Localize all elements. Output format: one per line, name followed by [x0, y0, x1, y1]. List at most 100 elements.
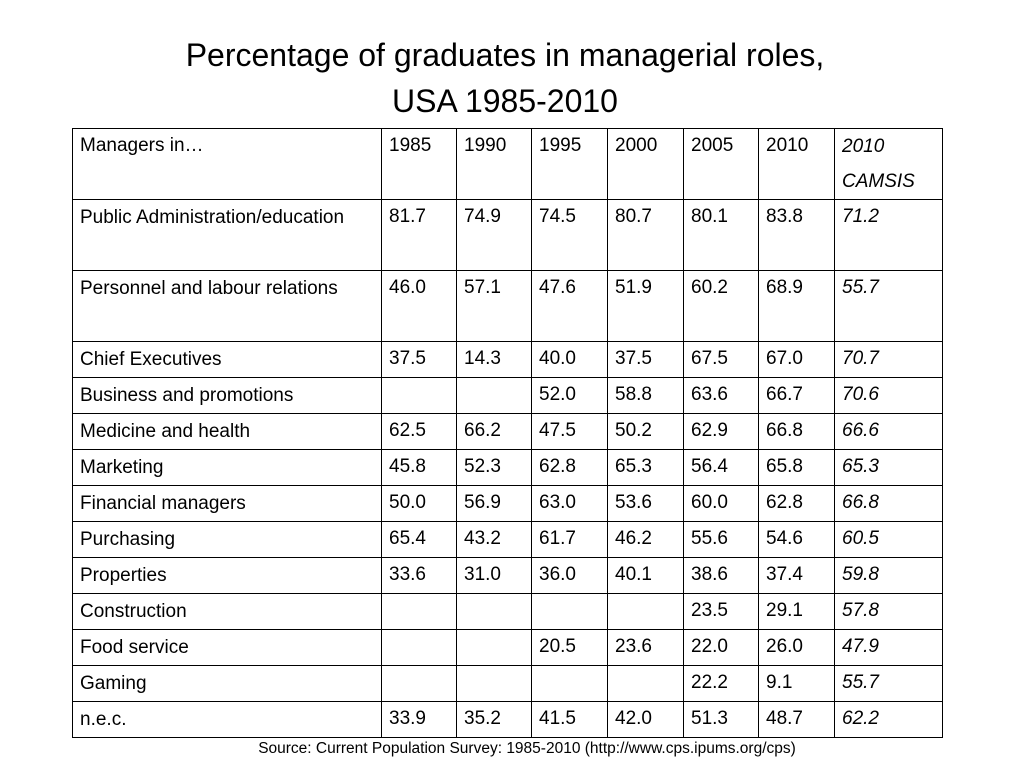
slide-title: Percentage of graduates in managerial ro…	[0, 32, 1010, 124]
camsis-value-cell: 55.7	[834, 665, 943, 702]
value-cell	[607, 665, 684, 702]
value-cell: 51.3	[683, 701, 759, 738]
table-body: Managers in… 1985 1990 1995 2000 2005 20…	[72, 128, 943, 738]
value-cell: 63.6	[683, 377, 759, 414]
value-cell: 9.1	[758, 665, 835, 702]
camsis-value-cell: 47.9	[834, 629, 943, 666]
value-cell	[381, 665, 457, 702]
managers-table: Managers in… 1985 1990 1995 2000 2005 20…	[72, 128, 943, 738]
value-cell: 37.5	[607, 341, 684, 378]
value-cell: 66.8	[758, 413, 835, 450]
value-cell	[381, 377, 457, 414]
table-row: Purchasing 65.4 43.2 61.7 46.2 55.6 54.6 60.5	[72, 521, 943, 558]
value-cell: 47.5	[531, 413, 608, 450]
table-row: Medicine and health 62.5 66.2 47.5 50.2 62.9 6…	[72, 413, 943, 450]
value-cell	[381, 629, 457, 666]
row-label-cell: Purchasing	[72, 521, 382, 558]
camsis-value-cell: 70.6	[834, 377, 943, 414]
value-cell: 46.2	[607, 521, 684, 558]
value-cell: 56.4	[683, 449, 759, 486]
table-row: Marketing 45.8 52.3 62.8 65.3 56.4 65.8 65.3	[72, 449, 943, 486]
value-cell: 74.5	[531, 199, 608, 271]
row-label-cell: Medicine and health	[72, 413, 382, 450]
value-cell: 55.6	[683, 521, 759, 558]
value-cell: 33.6	[381, 557, 457, 594]
value-cell: 43.2	[456, 521, 532, 558]
value-cell: 60.2	[683, 270, 759, 342]
value-cell	[531, 665, 608, 702]
header-year-cell: 1990	[456, 128, 532, 200]
value-cell	[456, 629, 532, 666]
value-cell: 23.6	[607, 629, 684, 666]
row-label-cell: Personnel and labour relations	[72, 270, 382, 342]
value-cell: 58.8	[607, 377, 684, 414]
value-cell: 36.0	[531, 557, 608, 594]
row-label-cell: Construction	[72, 593, 382, 630]
value-cell: 80.1	[683, 199, 759, 271]
value-cell: 48.7	[758, 701, 835, 738]
value-cell: 67.5	[683, 341, 759, 378]
value-cell: 22.2	[683, 665, 759, 702]
value-cell: 22.0	[683, 629, 759, 666]
value-cell	[531, 593, 608, 630]
header-row: Managers in… 1985 1990 1995 2000 2005 20…	[72, 128, 943, 200]
table-row: Properties 33.6 31.0 36.0 40.1 38.6 37.4 59.8	[72, 557, 943, 594]
value-cell: 66.7	[758, 377, 835, 414]
value-cell: 57.1	[456, 270, 532, 342]
table-row: Public Administration/education 81.7 74.9 7…	[72, 199, 943, 271]
value-cell: 61.7	[531, 521, 608, 558]
header-year-cell: 2010	[758, 128, 835, 200]
header-year-cell: 2005	[683, 128, 759, 200]
value-cell	[456, 593, 532, 630]
row-label-cell: Gaming	[72, 665, 382, 702]
header-year-cell: 1985	[381, 128, 457, 200]
value-cell: 65.8	[758, 449, 835, 486]
table-row: Personnel and labour relations 46.0 57.1 47…	[72, 270, 943, 342]
value-cell: 81.7	[381, 199, 457, 271]
value-cell: 62.8	[531, 449, 608, 486]
value-cell: 63.0	[531, 485, 608, 522]
table-row: Financial managers 50.0 56.9 63.0 53.6 60.0 62…	[72, 485, 943, 522]
value-cell: 80.7	[607, 199, 684, 271]
value-cell: 56.9	[456, 485, 532, 522]
value-cell: 38.6	[683, 557, 759, 594]
value-cell: 50.2	[607, 413, 684, 450]
value-cell: 67.0	[758, 341, 835, 378]
row-label-cell: Chief Executives	[72, 341, 382, 378]
value-cell: 50.0	[381, 485, 457, 522]
row-label-cell: n.e.c.	[72, 701, 382, 738]
header-label-cell: Managers in…	[72, 128, 382, 200]
table-row: Chief Executives 37.5 14.3 40.0 37.5 67.5 67.0…	[72, 341, 943, 378]
row-label-cell: Business and promotions	[72, 377, 382, 414]
camsis-value-cell: 62.2	[834, 701, 943, 738]
value-cell: 45.8	[381, 449, 457, 486]
camsis-value-cell: 59.8	[834, 557, 943, 594]
value-cell: 62.9	[683, 413, 759, 450]
value-cell: 74.9	[456, 199, 532, 271]
camsis-value-cell: 66.6	[834, 413, 943, 450]
camsis-value-cell: 70.7	[834, 341, 943, 378]
value-cell: 60.0	[683, 485, 759, 522]
table-row: Food service 20.5 23.6 22.0 26.0 47.9	[72, 629, 943, 666]
camsis-value-cell: 57.8	[834, 593, 943, 630]
table-row: n.e.c. 33.9 35.2 41.5 42.0 51.3 48.7 62.2	[72, 701, 943, 738]
value-cell: 68.9	[758, 270, 835, 342]
value-cell: 53.6	[607, 485, 684, 522]
value-cell	[607, 593, 684, 630]
value-cell: 33.9	[381, 701, 457, 738]
title-line-1: Percentage of graduates in managerial ro…	[185, 37, 825, 73]
header-camsis-cell: 2010 CAMSIS	[834, 128, 943, 200]
value-cell: 35.2	[456, 701, 532, 738]
camsis-value-cell: 60.5	[834, 521, 943, 558]
value-cell: 46.0	[381, 270, 457, 342]
value-cell: 26.0	[758, 629, 835, 666]
row-label-cell: Food service	[72, 629, 382, 666]
title-line-2: USA 1985-2010	[392, 83, 618, 119]
value-cell	[456, 665, 532, 702]
value-cell: 14.3	[456, 341, 532, 378]
source-note: Source: Current Population Survey: 1985-…	[258, 740, 796, 757]
value-cell: 47.6	[531, 270, 608, 342]
camsis-value-cell: 71.2	[834, 199, 943, 271]
value-cell: 65.3	[607, 449, 684, 486]
header-year-cell: 2000	[607, 128, 684, 200]
